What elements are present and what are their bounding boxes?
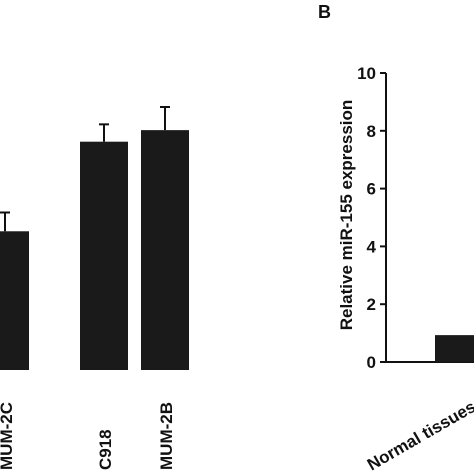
- y-axis-label: Relative miR-155 expression: [337, 100, 356, 331]
- x-tick-label: MUM-2B: [157, 402, 176, 470]
- x-tick-label: MUM-2C: [0, 402, 16, 470]
- y-tick-label: 8: [367, 122, 376, 141]
- x-tick-label: Normal tissues: [364, 397, 474, 474]
- y-tick-label: 0: [367, 353, 376, 372]
- bar: [0, 231, 29, 370]
- y-tick-label: 6: [367, 180, 376, 199]
- panel-label: B: [318, 2, 331, 22]
- y-tick-label: 4: [367, 237, 377, 256]
- bar: [141, 130, 189, 370]
- x-tick-label: C918: [96, 429, 115, 470]
- y-tick-label: 10: [357, 64, 376, 83]
- bar: [80, 141, 128, 370]
- bar: [435, 335, 474, 362]
- y-tick-label: 2: [367, 295, 376, 314]
